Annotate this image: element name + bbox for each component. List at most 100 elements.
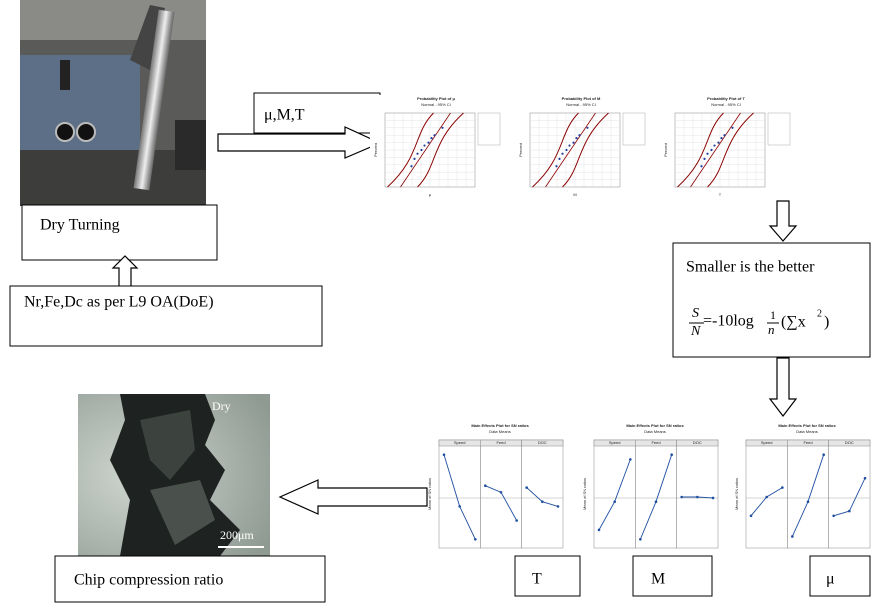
data-point [717, 142, 719, 144]
effect-point [765, 496, 768, 499]
effect-point [807, 500, 810, 503]
effect-point [696, 496, 699, 499]
data-point [561, 153, 563, 155]
chip-micrograph: Dry 200μm [78, 394, 270, 556]
effect-point [629, 458, 632, 461]
effect-point [458, 505, 461, 508]
responses-label: μ,M,T [264, 107, 305, 124]
data-point [410, 165, 412, 167]
axis-label: M [573, 192, 576, 197]
effect-point [484, 484, 487, 487]
data-point [578, 134, 580, 136]
effect-point [474, 538, 477, 541]
effect-point [832, 515, 835, 518]
plot-title: Main Effects Plot for SN ratios [778, 423, 836, 428]
effect-point [598, 529, 601, 532]
panel-label: Feed [803, 440, 812, 445]
effect-point [443, 453, 446, 456]
formula-body: =-10log [703, 313, 754, 330]
effect-point [655, 500, 658, 503]
formula-sum: (∑x [781, 314, 806, 331]
data-point [586, 127, 588, 129]
effect-point [822, 453, 825, 456]
effect-point [712, 497, 715, 500]
caption: M [651, 571, 665, 588]
panel-label: Speed [454, 440, 466, 445]
data-point [700, 165, 702, 167]
panel-label: Feed [496, 440, 505, 445]
data-point [720, 137, 722, 139]
legend-box [478, 113, 500, 145]
effect-point [639, 538, 642, 541]
plot-title: Probability Plot of T [707, 96, 745, 101]
caption: T [532, 571, 542, 588]
effect-point [864, 477, 867, 480]
axis-label: Percent [373, 142, 378, 157]
panel-label: Speed [761, 440, 773, 445]
caption-box [810, 556, 870, 596]
formula-frac-num: 1 [770, 308, 776, 322]
data-point [420, 149, 422, 151]
plot-subtitle: Data Means [796, 429, 818, 434]
data-point [572, 142, 574, 144]
formula-frac-den: n [768, 322, 775, 337]
effect-point [680, 496, 683, 499]
effect-point [500, 491, 503, 494]
main-effects-plot: Main Effects Plot for SN ratiosData Mean… [580, 420, 720, 557]
effect-point [670, 453, 673, 456]
axis-label: Mean of SN ratios [427, 478, 432, 510]
effect-point [613, 500, 616, 503]
data-point [731, 127, 733, 129]
plot-subtitle: Normal - 95% CI [421, 102, 451, 107]
data-point [441, 127, 443, 129]
plot-subtitle: Data Means [644, 429, 666, 434]
left-arrow [280, 480, 427, 514]
data-point [575, 137, 577, 139]
graphical-abstract: Dry Turning Nr,Fe,Dc as per L9 OA(DoE) μ… [0, 0, 871, 603]
data-point [706, 153, 708, 155]
data-point [713, 144, 715, 146]
axis-label: Percent [518, 142, 523, 157]
legend-box [623, 113, 645, 145]
down-arrow [770, 201, 796, 241]
data-point [558, 158, 560, 160]
criterion-label: Smaller is the better [686, 259, 815, 276]
legend-box [768, 113, 790, 145]
data-point [430, 137, 432, 139]
formula-numerator: S [692, 306, 699, 321]
axis-label: Percent [663, 142, 668, 157]
input-label: Nr,Fe,Dc as per L9 OA(DoE) [24, 294, 214, 311]
probability-plot: Probability Plot of TNormal - 95% CIPerc… [660, 95, 792, 205]
effect-point [781, 486, 784, 489]
effect-point [848, 510, 851, 513]
micrograph-tag: Dry [212, 399, 231, 413]
data-point [427, 142, 429, 144]
data-point [413, 158, 415, 160]
effect-point [541, 500, 544, 503]
plot-title: Main Effects Plot for SN ratios [626, 423, 684, 428]
output-label: Chip compression ratio [74, 572, 223, 589]
plot-title: Main Effects Plot for SN ratios [471, 423, 529, 428]
data-point [710, 149, 712, 151]
data-point [723, 134, 725, 136]
data-point [703, 158, 705, 160]
formula-exponent: 2 [817, 308, 822, 319]
panel-label: DOC [693, 440, 702, 445]
data-point [433, 134, 435, 136]
plot-subtitle: Data Means [489, 429, 511, 434]
data-point [565, 149, 567, 151]
caption-box [515, 556, 580, 596]
turning-photo [20, 0, 206, 206]
plot-title: Probability Plot of μ [417, 96, 455, 101]
panel-label: DOC [845, 440, 854, 445]
panel-label: Feed [651, 440, 660, 445]
effect-point [791, 535, 794, 538]
data-point [568, 144, 570, 146]
effect-point [525, 486, 528, 489]
formula-close: ) [824, 314, 829, 331]
formula-denominator: N [690, 324, 701, 339]
